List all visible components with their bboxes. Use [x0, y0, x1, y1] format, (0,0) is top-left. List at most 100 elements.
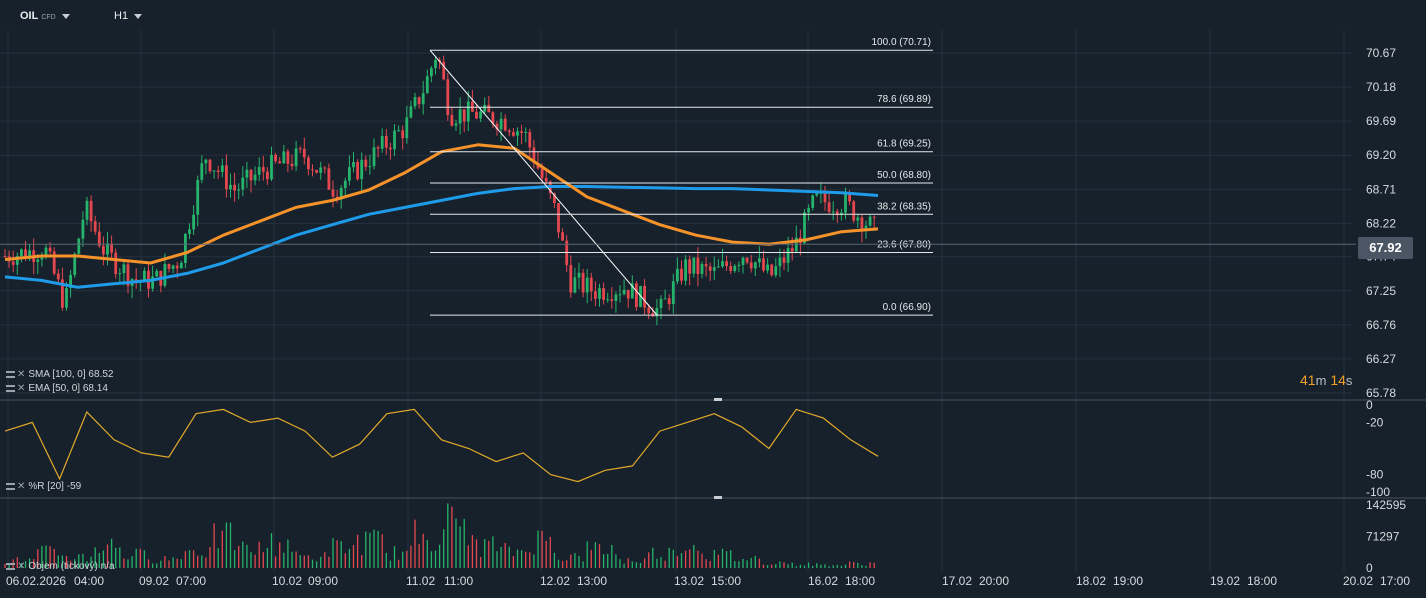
pane-resize-handle[interactable] [714, 398, 722, 401]
candle-body [266, 171, 269, 180]
candle-body [348, 167, 351, 181]
axes: 70.6770.1869.6969.2068.7168.2267.7467.25… [0, 46, 1426, 588]
candle-body [89, 200, 93, 222]
candle-body [81, 219, 85, 239]
volume-legend[interactable]: ✕ Objem (tickový) n/a [6, 561, 115, 572]
williams-legend[interactable]: ✕ %R [20] -59 [6, 481, 81, 492]
candle-body [729, 266, 733, 272]
candle-body [380, 135, 384, 149]
candle-body [446, 79, 450, 116]
candle-body [249, 169, 253, 181]
candle-body [622, 289, 626, 295]
candle-body [65, 288, 68, 308]
candle-body [282, 151, 286, 164]
candle-body [442, 61, 446, 80]
candle-body [36, 259, 40, 262]
candle-body [475, 111, 478, 119]
candle-body [569, 265, 573, 293]
volume-label: Objem (tickový) n/a [28, 561, 115, 572]
ema-label: EMA [50, 0] 68.14 [28, 383, 108, 394]
fibonacci-retracement[interactable]: 100.0 (70.71) 78.6 (69.89) 61.8 (69.25) 50.… [429, 37, 933, 316]
close-icon[interactable]: ✕ [17, 481, 26, 492]
candle-body [680, 268, 683, 281]
timeframe-label: H1 [114, 10, 129, 22]
pane-resize-handle[interactable] [714, 496, 722, 499]
time-axis-label: 11:00 [444, 574, 473, 588]
candle-body [684, 259, 687, 281]
close-icon[interactable]: ✕ [17, 369, 26, 380]
candle-body [376, 147, 380, 149]
candle-body [11, 261, 15, 265]
williams-line [4, 408, 879, 483]
candle-body [663, 298, 667, 300]
settings-icon[interactable] [6, 563, 15, 570]
candle-body [823, 192, 827, 203]
candle-body [430, 68, 433, 77]
close-icon[interactable]: ✕ [17, 383, 26, 394]
sma-line [4, 185, 879, 289]
close-icon[interactable]: ✕ [17, 561, 26, 572]
fib-level-label: 0.0 (66.90) [883, 302, 931, 313]
grid-lines [0, 30, 1352, 572]
candle-body [499, 118, 503, 130]
candle-body [774, 266, 778, 276]
candle-body [220, 165, 224, 172]
fib-level-label: 100.0 (70.71) [872, 37, 932, 48]
candle-body [126, 264, 130, 286]
ema-legend[interactable]: ✕ EMA [50, 0] 68.14 [6, 383, 108, 394]
candle-body [274, 154, 277, 162]
candle-body [852, 201, 856, 221]
symbol-selector[interactable]: OIL CFD [20, 10, 70, 22]
candle-body [557, 203, 560, 233]
candle-body [561, 232, 564, 241]
williams-axis-label: -80 [1366, 468, 1384, 482]
candle-body [401, 130, 405, 139]
candle-body [339, 187, 343, 200]
price-axis-label: 66.27 [1366, 352, 1396, 366]
candle-body [528, 131, 532, 148]
candle-body [175, 265, 179, 269]
candle-body [532, 147, 536, 163]
candle-body [171, 265, 175, 269]
candle-body [151, 276, 154, 289]
candle-body [524, 131, 528, 133]
candle-body [733, 265, 737, 272]
moving-averages [4, 143, 879, 289]
candle-body [630, 283, 634, 299]
candle-body [479, 111, 482, 119]
countdown-min-unit: m [1315, 373, 1327, 388]
time-axis-label: 18:00 [1247, 574, 1277, 588]
candle-body [450, 115, 454, 126]
candle-body [434, 59, 437, 69]
candle-body [766, 264, 769, 271]
candle-body [803, 212, 806, 244]
williams-r-line [4, 408, 879, 483]
time-axis-label: 17:00 [1380, 574, 1410, 588]
sma-legend[interactable]: ✕ SMA [100, 0] 68.52 [6, 369, 113, 380]
candle-body [413, 97, 417, 107]
current-price-tag: 67.92 [1358, 237, 1413, 259]
settings-icon[interactable] [6, 385, 15, 392]
countdown-minutes: 41 [1300, 372, 1316, 388]
candle-body [48, 247, 52, 252]
candle-body [290, 163, 294, 167]
price-axis-label: 69.20 [1366, 148, 1396, 162]
candle-body [114, 252, 118, 275]
candle-body [635, 283, 638, 307]
candle-body [671, 281, 675, 305]
time-axis-label: 19:00 [1113, 574, 1143, 588]
candle-body [311, 169, 314, 171]
time-axis-label: 13.02 [674, 574, 704, 588]
candle-body [24, 249, 27, 259]
candle-body [462, 109, 466, 122]
candle-body [110, 243, 113, 253]
candle-body [307, 157, 310, 170]
price-axis-label: 68.22 [1366, 216, 1396, 230]
settings-icon[interactable] [6, 483, 15, 490]
candle-body [458, 109, 462, 124]
settings-icon[interactable] [6, 371, 15, 378]
candle-body [454, 123, 458, 126]
candle-body [872, 216, 876, 218]
timeframe-selector[interactable]: H1 [114, 10, 143, 22]
